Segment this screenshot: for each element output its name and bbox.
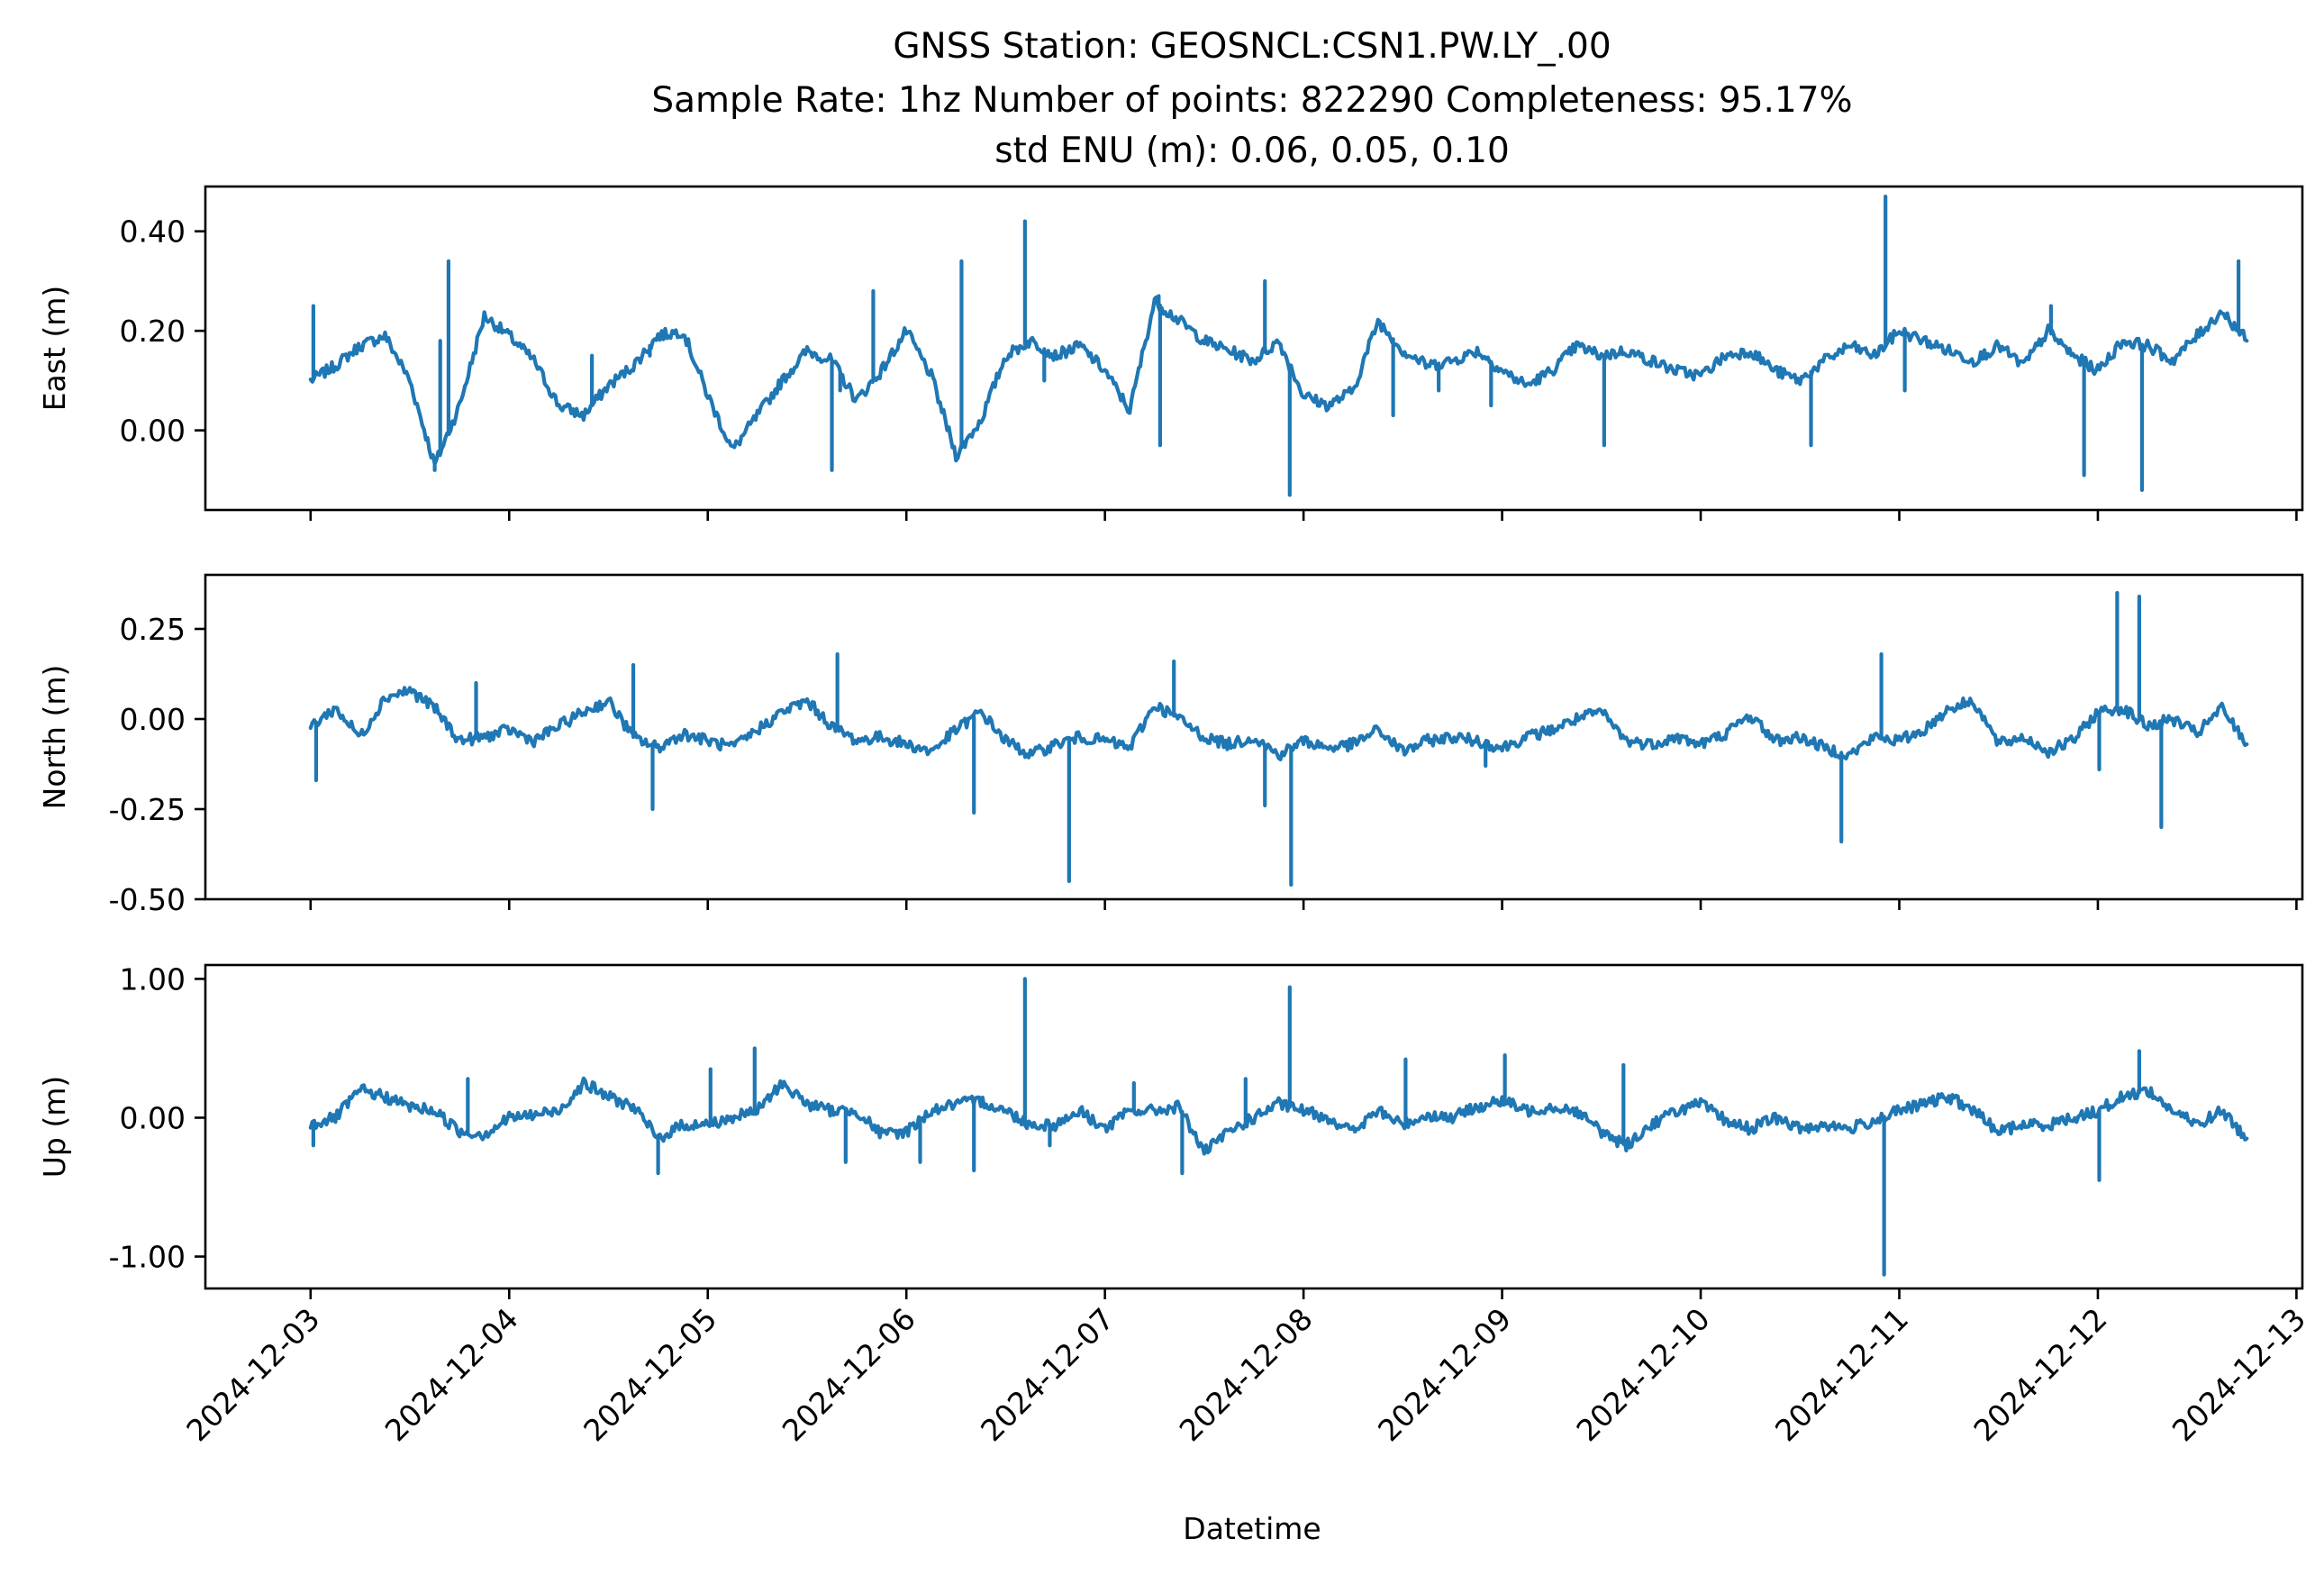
north-ytick-label: 0.00 (120, 702, 186, 737)
axes-frame-up (204, 963, 2304, 1290)
east-series-line (308, 295, 2249, 466)
up-ytick-label: -1.00 (109, 1240, 186, 1275)
east-y-axis-label: East (m) (37, 286, 72, 412)
subplot-north: -0.50 -0.25 0.00 0.25 North (m) (37, 573, 2304, 917)
subplot-east: 0.00 0.20 0.40 East (m) (37, 185, 2304, 521)
up-ytick-label: 1.00 (120, 961, 186, 997)
east-ytick-label: 0.20 (120, 314, 186, 349)
up-ytick-label: 0.00 (120, 1100, 186, 1135)
east-ytick-label: 0.00 (120, 414, 186, 449)
subplot-up: -1.00 0.00 1.00 Up (m) (37, 961, 2304, 1299)
east-ytick-label: 0.40 (120, 214, 186, 250)
title-line-std-enu: std ENU (m): 0.06, 0.05, 0.10 (994, 131, 1510, 171)
up-y-axis-label: Up (m) (37, 1076, 72, 1179)
north-ytick-label: -0.50 (109, 882, 186, 917)
north-ytick-label: -0.25 (109, 792, 186, 827)
x-axis-label: Datetime (1183, 1511, 1321, 1546)
title-line-station: GNSS Station: GEOSNCL:CSN1.PW.LY_.00 (893, 26, 1611, 67)
north-y-axis-label: North (m) (37, 665, 72, 810)
up-series-line (308, 1076, 2249, 1156)
figure-title: GNSS Station: GEOSNCL:CSN1.PW.LY_.00 Sam… (651, 26, 1852, 171)
title-line-sample-rate: Sample Rate: 1hz Number of points: 82229… (651, 80, 1852, 121)
axes-frame-north (204, 573, 2304, 901)
north-ytick-label: 0.25 (120, 612, 186, 647)
axes-frame-east (204, 185, 2304, 512)
